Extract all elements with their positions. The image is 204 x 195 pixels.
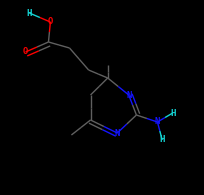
Text: H: H — [170, 108, 175, 118]
Text: H: H — [160, 136, 165, 144]
Text: N: N — [155, 118, 160, 127]
Text: H: H — [27, 9, 32, 18]
Text: N: N — [115, 129, 120, 137]
Text: O: O — [23, 48, 28, 57]
Text: N: N — [126, 90, 131, 99]
Text: O: O — [48, 18, 53, 27]
